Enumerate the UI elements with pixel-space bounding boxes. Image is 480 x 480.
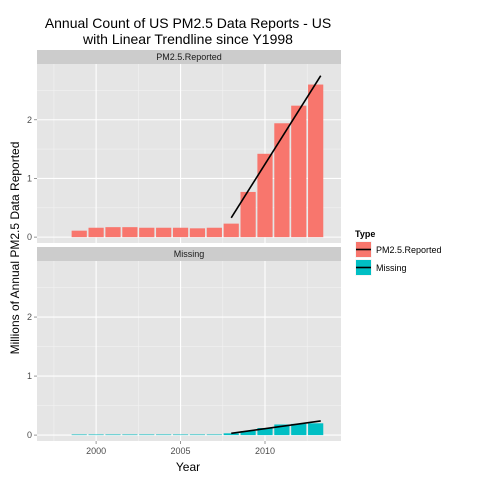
bar [139, 227, 155, 238]
bar [223, 223, 239, 238]
x-tick-label: 2000 [86, 446, 106, 456]
legend-title: Type [355, 229, 375, 239]
bar [240, 191, 256, 238]
legend-label: Missing [376, 263, 407, 273]
legend: Type PM2.5.Reported Missing [354, 229, 442, 277]
bar [88, 227, 104, 238]
facet-panels: PM2.5.Reported 0 1 2 Missing 0 1 2 2000 2005 2010 [27, 50, 341, 456]
bar [71, 434, 87, 436]
bar [71, 230, 87, 238]
y-tick-label: 0 [27, 430, 32, 440]
bar [206, 434, 222, 436]
bar [156, 434, 172, 436]
panel-background [37, 261, 341, 441]
x-tick-label: 2005 [171, 446, 191, 456]
bar [206, 227, 222, 238]
facet-1: PM2.5.Reported 0 1 2 [27, 50, 341, 243]
bar [240, 430, 256, 436]
x-tick-label: 2010 [255, 446, 275, 456]
bar [291, 423, 307, 436]
y-tick-label: 2 [27, 115, 32, 125]
bar [122, 434, 138, 436]
y-tick-label: 1 [27, 173, 32, 183]
bar [257, 428, 273, 436]
panel-background [37, 64, 341, 243]
facet-2: Missing 0 1 2 [27, 247, 341, 441]
bar [105, 434, 121, 436]
bar [308, 84, 324, 238]
trendline [230, 75, 322, 219]
y-tick-label: 0 [27, 232, 32, 242]
bar [257, 153, 273, 238]
bar [274, 424, 290, 436]
bar [223, 433, 239, 436]
bar [172, 227, 189, 238]
chart-title-line-2: with Linear Trendline since Y1998 [82, 31, 293, 47]
facet-strip-label: PM2.5.Reported [156, 52, 222, 62]
bar [105, 227, 121, 238]
facet-strip-label: Missing [174, 249, 205, 259]
bar [189, 228, 206, 238]
bar [122, 227, 138, 238]
x-axis-label: Year [176, 460, 200, 474]
legend-label: PM2.5.Reported [376, 245, 442, 255]
bar [189, 434, 206, 436]
bar [274, 123, 290, 238]
bar [308, 423, 324, 436]
trendline [231, 420, 321, 435]
chart-title-line-1: Annual Count of US PM2.5 Data Reports - … [45, 15, 331, 31]
bar [172, 434, 189, 436]
facet-strip [37, 247, 341, 261]
bar [139, 434, 155, 436]
bar [88, 434, 104, 436]
bar [156, 227, 172, 238]
facet-strip [37, 50, 341, 64]
y-tick-label: 2 [27, 312, 32, 322]
y-axis-label: Millions of Annual PM2.5 Data Reported [8, 142, 22, 355]
y-tick-label: 1 [27, 371, 32, 381]
bar [291, 105, 307, 238]
